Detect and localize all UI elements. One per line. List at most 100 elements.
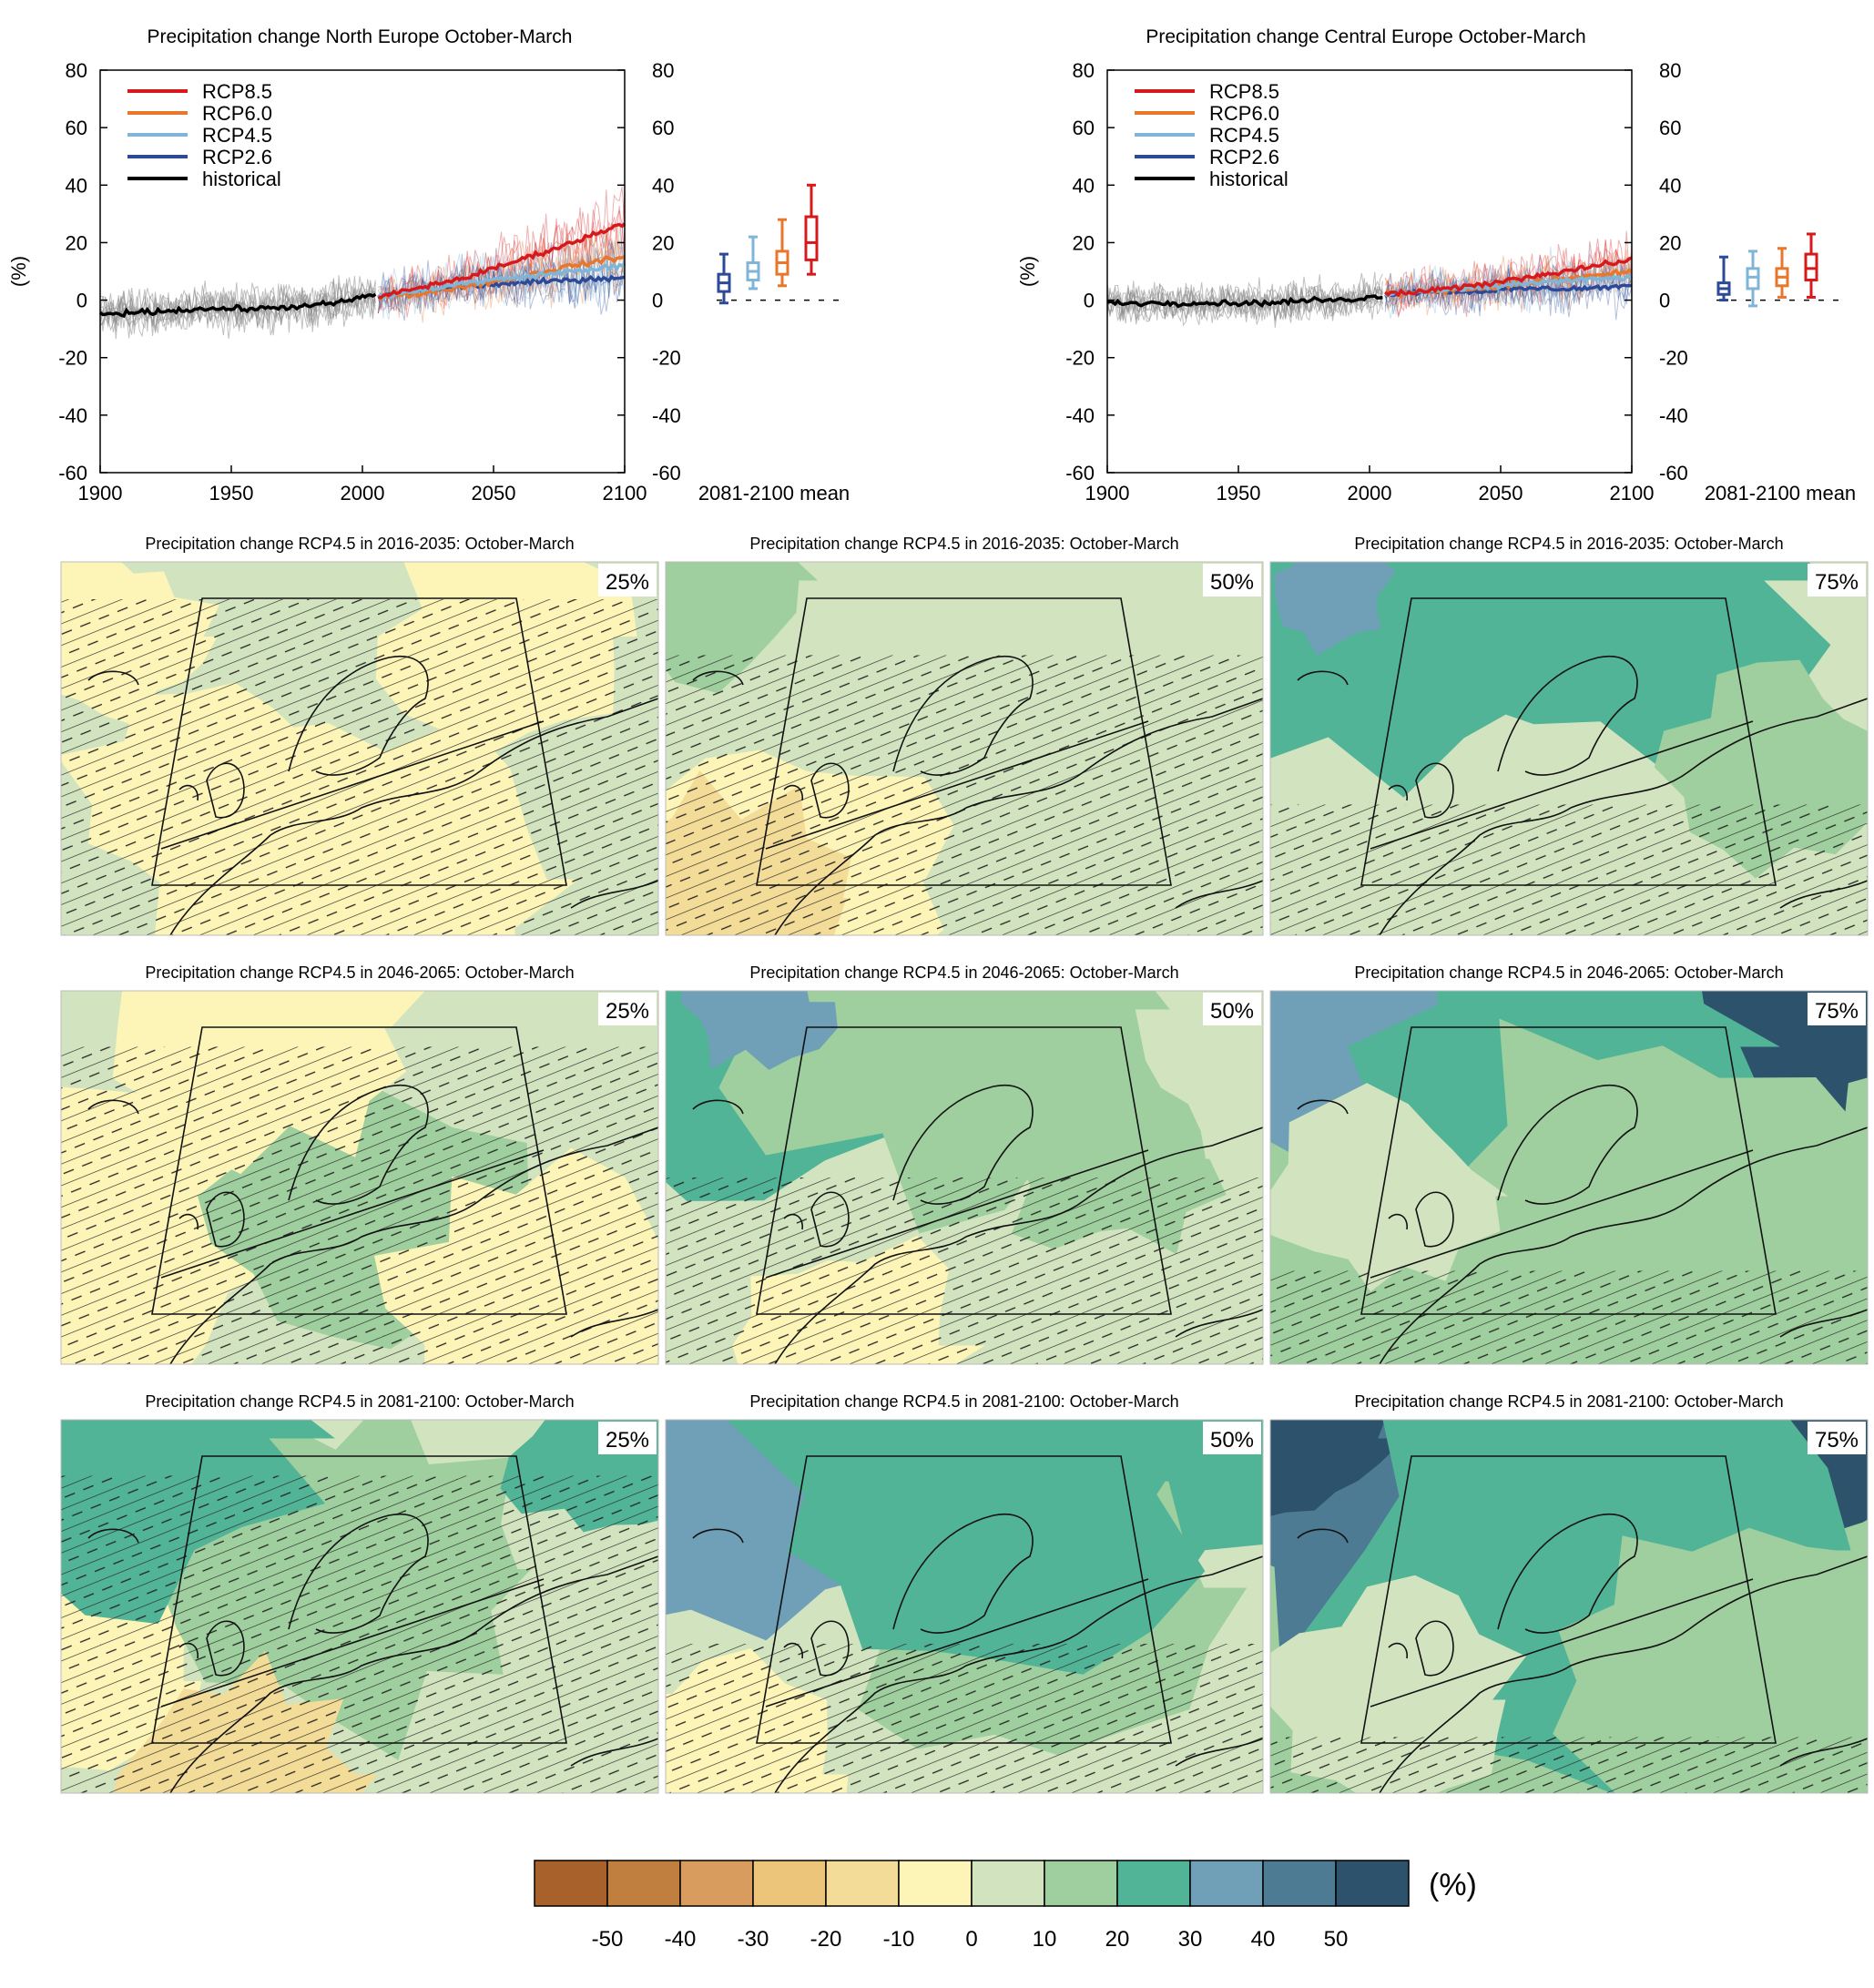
map-panel-title: Precipitation change RCP4.5 in 2081-2100… xyxy=(145,1392,574,1411)
map-field xyxy=(1270,562,1868,935)
map-field xyxy=(666,562,1263,935)
x-tick-label: 2000 xyxy=(341,482,385,505)
chart-title: Precipitation change Central Europe Octo… xyxy=(1146,26,1585,47)
map-frame xyxy=(665,561,1264,936)
map-field xyxy=(1270,991,1868,1364)
y-tick-label: 40 xyxy=(66,174,87,197)
coast-ireland xyxy=(178,784,199,801)
colorbar-swatch xyxy=(1262,1860,1337,1907)
y-tick-label: -20 xyxy=(1065,347,1095,370)
legend-label: RCP2.6 xyxy=(202,146,272,168)
x-tick-label: 1900 xyxy=(1085,482,1130,505)
map-field xyxy=(666,1420,1263,1793)
colorbar-tick-label: 10 xyxy=(1033,1927,1057,1952)
map-field xyxy=(666,991,1263,1364)
coast-mainland xyxy=(1379,1127,1868,1364)
y-tick-label: -60 xyxy=(1065,462,1095,484)
map-contour-region xyxy=(1553,1527,1868,1793)
map-field xyxy=(1270,1420,1868,1793)
map-coastlines xyxy=(692,1513,1263,1793)
map-panels: Precipitation change RCP4.5 in 2016-2035… xyxy=(60,535,1869,1794)
region-box xyxy=(756,597,1172,886)
coast-britain xyxy=(206,762,245,819)
x-tick-label: 1950 xyxy=(209,482,254,505)
map-contour-region xyxy=(1274,562,1396,656)
map-panel: Precipitation change RCP4.5 in 2046-2065… xyxy=(665,963,1264,1365)
coast-iceland xyxy=(1297,670,1349,686)
chart-title: Precipitation change North Europe Octobe… xyxy=(148,26,573,47)
coast-black-sea xyxy=(1175,880,1263,909)
region-divider xyxy=(160,1578,545,1708)
y-tick-label: -40 xyxy=(58,404,87,427)
region-divider xyxy=(765,720,1149,850)
region-box xyxy=(151,597,567,886)
region-divider xyxy=(160,720,545,850)
y-tick-label: 20 xyxy=(1073,231,1095,254)
map-panel: Precipitation change RCP4.5 in 2081-2100… xyxy=(1269,1392,1869,1794)
map-coastlines xyxy=(692,1084,1263,1364)
region-divider xyxy=(1370,720,1754,850)
y-tick-label-right: 20 xyxy=(652,231,674,254)
y-tick-label: 60 xyxy=(1073,117,1095,139)
x-tick-label: 2100 xyxy=(603,482,647,505)
coast-britain xyxy=(810,1191,850,1248)
y-tick-label: 80 xyxy=(1073,59,1095,82)
region-box xyxy=(1360,1455,1777,1744)
map-hatching xyxy=(1270,1270,1868,1364)
colorbar-swatch xyxy=(534,1860,608,1907)
colorbar-swatch xyxy=(679,1860,754,1907)
y-axis-label: (%) xyxy=(7,256,30,287)
map-coastlines xyxy=(1297,655,1868,935)
map-panel-title: Precipitation change RCP4.5 in 2081-2100… xyxy=(1354,1392,1783,1411)
map-panel-title: Precipitation change RCP4.5 in 2016-2035… xyxy=(1354,535,1783,553)
region-box xyxy=(1360,1026,1777,1315)
y-tick-label-right: 60 xyxy=(652,117,674,139)
map-panel: Precipitation change RCP4.5 in 2046-2065… xyxy=(60,963,659,1365)
percentile-label: 75% xyxy=(1815,999,1859,1024)
percentile-label: 50% xyxy=(1210,570,1254,595)
map-frame xyxy=(60,990,659,1365)
coast-mainland xyxy=(169,698,658,935)
legend-label: RCP4.5 xyxy=(1209,124,1279,147)
series-line-historical xyxy=(98,292,377,319)
coast-ireland xyxy=(1388,1642,1408,1659)
percentile-label-bg xyxy=(1808,564,1866,596)
percentile-label: 75% xyxy=(1815,1428,1859,1453)
coast-ireland xyxy=(783,784,803,801)
region-divider xyxy=(1370,1149,1754,1279)
legend-label: RCP6.0 xyxy=(1209,102,1279,125)
colorbar-swatch xyxy=(898,1860,973,1907)
coast-ireland xyxy=(178,1213,199,1230)
coast-mainland xyxy=(1379,1555,1868,1793)
coast-iceland xyxy=(87,670,139,686)
map-hatching xyxy=(61,1475,658,1793)
coast-ireland xyxy=(783,1213,803,1230)
coast-scandinavia xyxy=(1497,1513,1638,1634)
x-tick-label: 2050 xyxy=(472,482,516,505)
coast-britain xyxy=(206,1191,245,1248)
region-box xyxy=(756,1455,1172,1744)
map-frame xyxy=(665,1419,1264,1794)
y-tick-label: 20 xyxy=(66,231,87,254)
percentile-label: 50% xyxy=(1210,1428,1254,1453)
coast-black-sea xyxy=(570,1309,658,1338)
percentile-label-bg xyxy=(1203,1422,1261,1454)
boxplots xyxy=(717,183,842,305)
map-frame xyxy=(665,990,1264,1365)
map-coastlines xyxy=(1297,1084,1868,1364)
coast-ireland xyxy=(1388,1213,1408,1230)
coast-mainland xyxy=(774,698,1263,935)
coast-ireland xyxy=(178,1642,199,1659)
series-line-rcp45 xyxy=(376,261,626,301)
y-tick-label-right: 80 xyxy=(652,59,674,82)
colorbar-swatch xyxy=(825,1860,900,1907)
map-hatching xyxy=(666,1178,1263,1364)
coast-black-sea xyxy=(570,880,658,909)
coast-britain xyxy=(1415,1191,1454,1248)
map-coastlines xyxy=(87,1513,658,1793)
colorbar-swatch xyxy=(606,1860,681,1907)
coast-britain xyxy=(810,1620,850,1677)
y-tick-label: -40 xyxy=(1065,404,1095,427)
